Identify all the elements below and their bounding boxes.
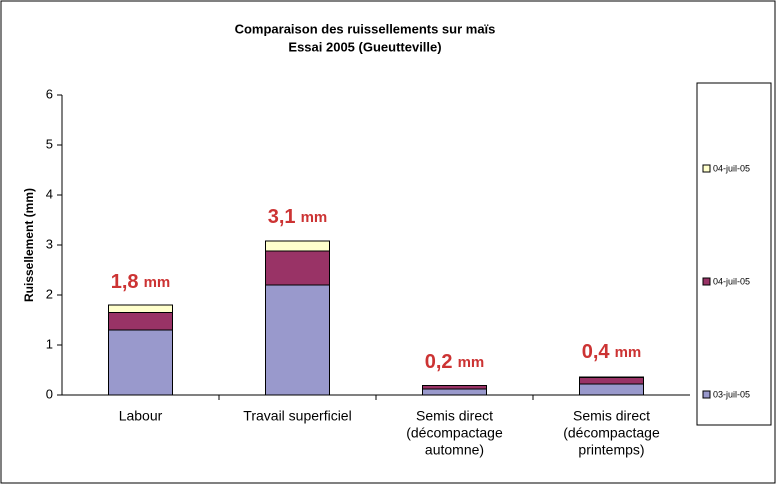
total-unit: mm [144, 274, 171, 291]
bar-segment [265, 240, 330, 252]
chart-subtitle: Essai 2005 (Gueutteville) [288, 39, 441, 54]
chart-title: Comparaison des ruissellements sur maïs [235, 21, 496, 36]
bar-segment [422, 385, 487, 390]
y-tick-label: 2 [46, 286, 53, 301]
total-value: 3,1 [268, 206, 296, 228]
y-tick-label: 3 [46, 236, 53, 251]
bar-segment [579, 376, 644, 378]
x-tick-label: Travail superficiel [243, 408, 351, 424]
bar-segment [108, 312, 173, 331]
x-tick-label: (décompactage [563, 425, 660, 441]
total-label: 3,1 mm [268, 206, 328, 228]
total-unit: mm [301, 209, 328, 226]
bar-segment [265, 284, 330, 396]
legend-label: 04-juil-05 [713, 276, 750, 286]
y-axis-label: Ruissellement (mm) [22, 188, 36, 302]
bar-segment [108, 329, 173, 396]
total-value: 0,4 [582, 341, 611, 363]
x-tick-label: Semis direct [416, 408, 493, 424]
total-value: 0,2 [425, 351, 453, 373]
y-tick-label: 1 [46, 336, 53, 351]
bar-segment [422, 388, 487, 396]
y-tick-label: 4 [46, 186, 53, 201]
legend-swatch [702, 277, 711, 286]
x-tick-label: automne) [425, 442, 484, 458]
legend-box [696, 82, 772, 426]
total-label: 0,4 mm [582, 341, 642, 363]
legend-label: 03-juil-05 [713, 389, 750, 399]
x-tick-label: Semis direct [573, 408, 650, 424]
legend-label: 04-juil-05 [713, 163, 750, 173]
bar-segment [579, 383, 644, 396]
x-tick-label: printemps) [578, 442, 644, 458]
total-value: 1,8 [111, 271, 139, 293]
x-tick-label: Labour [119, 408, 163, 424]
y-tick-label: 5 [46, 136, 53, 151]
bar-segment [579, 377, 644, 385]
bar-segment [108, 304, 173, 313]
x-tick-label: (décompactage [406, 425, 503, 441]
total-unit: mm [458, 354, 485, 371]
legend-swatch [702, 164, 711, 173]
legend-swatch [702, 390, 711, 399]
total-label: 0,2 mm [425, 351, 485, 373]
y-tick-label: 0 [46, 386, 53, 401]
bar-segment [265, 250, 330, 286]
total-unit: mm [615, 344, 642, 361]
total-label: 1,8 mm [111, 271, 171, 293]
y-tick-label: 6 [46, 86, 53, 101]
